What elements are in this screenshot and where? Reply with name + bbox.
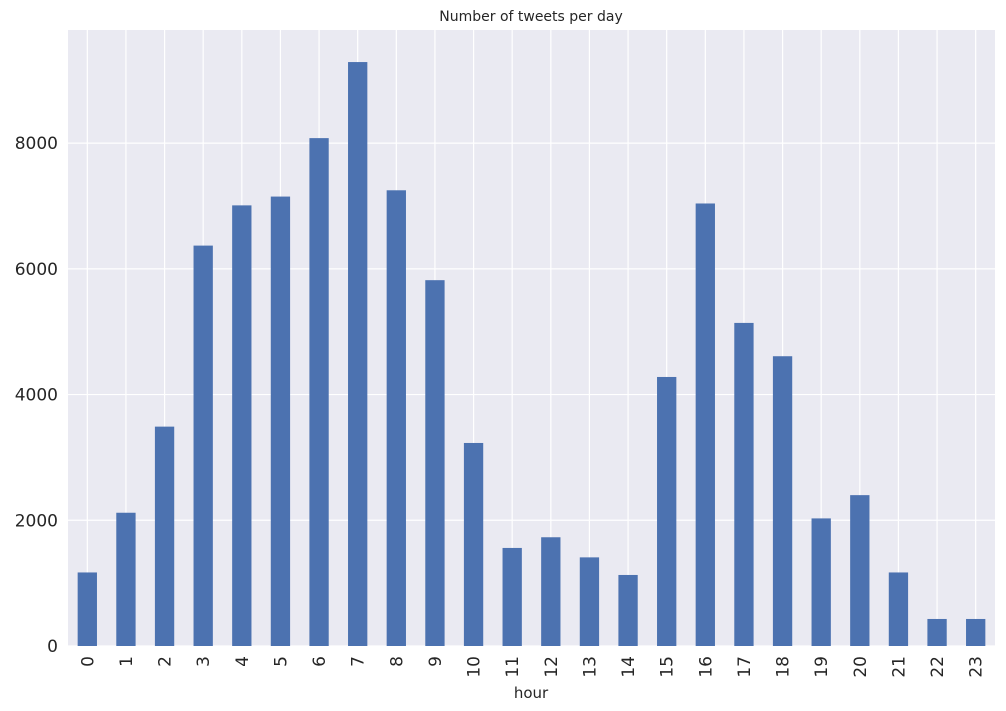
x-tick-label: 5 <box>271 656 291 667</box>
x-tick-label: 14 <box>619 656 639 678</box>
x-tick-label: 13 <box>580 656 600 678</box>
bar-hour-11 <box>502 547 522 646</box>
x-tick-label: 9 <box>426 656 446 667</box>
x-tick-label: 15 <box>658 656 678 678</box>
bar-hour-8 <box>386 190 406 647</box>
bar-hour-9 <box>425 280 445 646</box>
x-tick-label: 1 <box>117 656 137 667</box>
bar-hour-2 <box>154 426 175 646</box>
bars <box>77 62 986 647</box>
y-tick-label: 2000 <box>15 511 58 531</box>
x-axis-label: hour <box>514 684 549 702</box>
plot-background <box>68 30 995 646</box>
bar-hour-18 <box>772 356 793 646</box>
x-tick-label: 20 <box>851 656 871 678</box>
x-tick-label: 16 <box>696 656 716 678</box>
x-tick-label: 22 <box>928 656 948 678</box>
bar-hour-22 <box>927 618 947 646</box>
bar-hour-16 <box>695 203 715 646</box>
bar-hour-15 <box>657 376 677 646</box>
bar-hour-0 <box>77 572 97 646</box>
x-tick-label: 23 <box>967 656 987 678</box>
x-tick-label: 3 <box>194 656 214 667</box>
bar-hour-14 <box>618 574 638 646</box>
x-tick-label: 6 <box>310 656 330 667</box>
bar-hour-23 <box>966 618 986 646</box>
bar-hour-13 <box>579 557 600 646</box>
x-tick-label: 2 <box>156 656 176 667</box>
x-tick-label: 0 <box>78 656 98 667</box>
y-tick-label: 8000 <box>15 134 58 154</box>
x-tick-label: 10 <box>465 656 485 678</box>
x-tick-label: 8 <box>387 656 407 667</box>
bar-hour-4 <box>232 205 252 646</box>
y-tick-label: 6000 <box>15 260 58 280</box>
bar-hour-21 <box>888 572 909 646</box>
x-tick-label: 18 <box>774 656 794 678</box>
bar-hour-3 <box>193 245 213 646</box>
bar-hour-6 <box>309 138 329 646</box>
x-tick-label: 7 <box>349 656 369 667</box>
y-tick-label: 0 <box>47 637 58 657</box>
x-tick-labels: 0 1 2 3 4 5 6 7 8 9 10 11 12 13 14 15 16 17 18 19 20 21 22 23 <box>78 656 986 678</box>
x-tick-label: 17 <box>735 656 755 678</box>
x-tick-label: 19 <box>812 656 832 678</box>
x-tick-label: 12 <box>542 656 562 678</box>
x-tick-label: 11 <box>503 656 523 678</box>
bar-hour-19 <box>811 518 831 646</box>
x-tick-label: 4 <box>233 656 253 667</box>
bar-hour-7 <box>348 62 368 647</box>
y-tick-labels: 0 2000 4000 6000 8000 <box>15 134 58 657</box>
x-tick-label: 21 <box>889 656 909 678</box>
bar-hour-17 <box>734 322 754 646</box>
chart-title: Number of tweets per day <box>439 9 623 25</box>
y-tick-label: 4000 <box>15 386 58 406</box>
bar-hour-1 <box>116 512 136 646</box>
bar-hour-12 <box>541 537 561 646</box>
bar-hour-10 <box>463 442 484 646</box>
bar-hour-20 <box>850 495 870 646</box>
bar-hour-5 <box>270 196 291 647</box>
